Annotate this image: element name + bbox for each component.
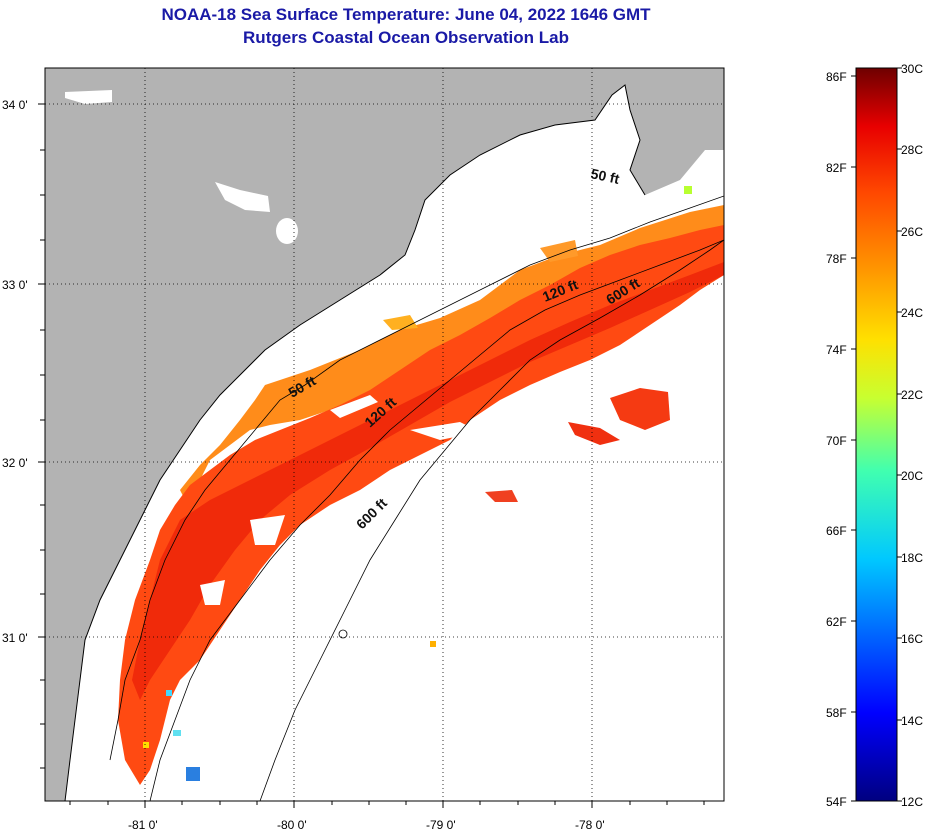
latitude-label: 32 0': [2, 456, 28, 470]
colorbar-c-label: 12C: [901, 795, 924, 809]
axis-ticks: [38, 103, 705, 808]
colorbar-c-label: 26C: [901, 225, 924, 239]
map-title: NOAA-18 Sea Surface Temperature: June 04…: [161, 5, 651, 24]
sst-warm-band: [118, 225, 724, 785]
contour-600ft: [259, 239, 724, 801]
sst-cool-patch: [186, 767, 200, 781]
coastline: [64, 84, 646, 801]
sst-patch: [540, 240, 578, 262]
colorbar-c-label: 30C: [901, 62, 924, 76]
contour-120ft: [149, 239, 724, 801]
colorbar-c-label: 22C: [901, 388, 924, 402]
sst-patch: [485, 490, 518, 502]
colorbar: [855, 67, 898, 802]
cloud-patch: [250, 515, 285, 545]
cloud-patch: [65, 90, 112, 104]
land-area: [45, 68, 724, 801]
latitude-label: 34 0': [2, 98, 28, 112]
sst-cool-patch: [173, 730, 181, 736]
sst-hot-core: [132, 262, 724, 700]
sst-cool-patch: [684, 186, 692, 194]
sst-patch: [568, 422, 620, 445]
colorbar-f-label: 66F: [826, 524, 847, 538]
cloud-patch: [200, 580, 225, 605]
longitude-label: -80 0': [277, 818, 307, 832]
latitude-label: 31 0': [2, 631, 28, 645]
colorbar-c-label: 20C: [901, 469, 924, 483]
sst-patch: [143, 742, 149, 748]
colorbar-f-label: 74F: [826, 343, 847, 357]
cloud-patch: [215, 182, 270, 212]
colorbar-c-label: 24C: [901, 306, 924, 320]
colorbar-f-label: 58F: [826, 706, 847, 720]
cloud-patch: [410, 422, 480, 440]
colorbar-f-label: 70F: [826, 434, 847, 448]
longitude-label: -81 0': [128, 818, 158, 832]
colorbar-c-label: 16C: [901, 632, 924, 646]
colorbar-c-label: 28C: [901, 143, 924, 157]
sst-cool-patch: [166, 690, 172, 696]
colorbar-f-label: 54F: [826, 795, 847, 809]
colorbar-ticks: [851, 67, 902, 802]
contour-label-50ft-north: 50 ft: [589, 165, 621, 187]
seamount-contour: [338, 629, 348, 639]
colorbar-f-label: 82F: [826, 161, 847, 175]
map-frame: [44, 67, 725, 802]
longitude-label: -78 0': [575, 818, 605, 832]
sst-patch: [610, 388, 670, 430]
colorbar-f-label: 86F: [826, 70, 847, 84]
cloud-patch: [330, 395, 378, 418]
contour-50ft: [109, 195, 724, 761]
latitude-label: 33 0': [2, 278, 28, 292]
colorbar-c-label: 18C: [901, 551, 924, 565]
cloud-patch: [276, 218, 298, 244]
longitude-label: -79 0': [426, 818, 456, 832]
colorbar-f-label: 62F: [826, 615, 847, 629]
sst-patch: [383, 315, 418, 330]
sst-patch: [430, 641, 436, 647]
map-subtitle: Rutgers Coastal Ocean Observation Lab: [243, 28, 569, 47]
colorbar-f-label: 78F: [826, 252, 847, 266]
colorbar-c-label: 14C: [901, 714, 924, 728]
